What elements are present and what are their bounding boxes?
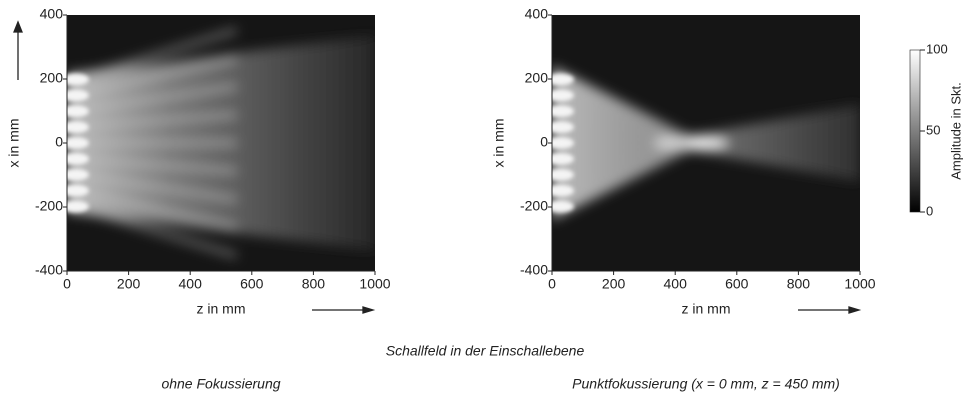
source-element: [67, 137, 89, 149]
ray: [67, 27, 238, 84]
field-glow: [552, 66, 860, 220]
y-tick-label: 0: [55, 134, 63, 150]
source-element: [67, 184, 89, 197]
ray: [67, 186, 237, 230]
y-axis-label: x in mm: [6, 119, 22, 168]
y-tick-label: 200: [40, 70, 64, 86]
colorbar-tick-label: 0: [926, 203, 933, 218]
source-element: [552, 105, 574, 118]
x-tick-label: 0: [63, 276, 71, 292]
x-tick-label: 800: [302, 276, 326, 292]
y-tick-label: 0: [540, 134, 548, 150]
subtitle: ohne Fokussierung: [161, 376, 280, 392]
x-tick-label: 1000: [359, 276, 390, 292]
x-axis-label: z in mm: [197, 301, 246, 317]
y-tick-label: 400: [525, 6, 549, 22]
y-tick-label: -200: [520, 198, 548, 214]
ray: [67, 56, 237, 100]
x-tick-label: 0: [548, 276, 556, 292]
source-element: [552, 73, 574, 86]
x-tick-label: 600: [725, 276, 749, 292]
y-tick-label: 400: [40, 6, 64, 22]
colorbar-label: Amplitude in Skt.: [948, 82, 963, 180]
y-tick-label: -400: [520, 262, 548, 278]
ray: [552, 105, 691, 145]
y-axis-label: x in mm: [491, 119, 507, 168]
x-tick-label: 1000: [844, 276, 875, 292]
ray: [552, 123, 691, 145]
x-tick-label: 200: [602, 276, 626, 292]
source: [552, 73, 574, 213]
ray: [67, 84, 237, 115]
source-element: [552, 200, 574, 213]
source-element: [552, 152, 574, 165]
x-tick-label: 800: [787, 276, 811, 292]
source-element: [552, 89, 574, 102]
ray: [552, 141, 691, 163]
x-tick-label: 400: [179, 276, 203, 292]
source-element: [67, 121, 89, 134]
x-tick-label: 600: [240, 276, 264, 292]
source-element: [552, 168, 574, 181]
ray: [67, 171, 237, 202]
source-element: [67, 89, 89, 102]
ray: [552, 69, 692, 145]
y-tick-label: -200: [35, 198, 63, 214]
source: [67, 73, 89, 213]
figure-caption: Schallfeld in der Einschallebene: [386, 343, 585, 359]
x-axis-label: z in mm: [682, 301, 731, 317]
colorbar: [909, 49, 921, 213]
ray: [67, 155, 237, 174]
y-tick-label: 200: [525, 70, 549, 86]
source-element: [552, 137, 574, 149]
ray: [552, 87, 692, 145]
x-tick-label: 400: [664, 276, 688, 292]
subtitle: Punktfokussierung (x = 0 mm, z = 450 mm): [572, 376, 840, 392]
y-tick-label: -400: [35, 262, 63, 278]
source-element: [552, 121, 574, 134]
field-image: [552, 15, 860, 271]
colorbar-tick-label: 100: [926, 41, 948, 56]
source-element: [67, 152, 89, 165]
ray: [67, 112, 237, 131]
colorbar-tick-label: 50: [926, 122, 940, 137]
source-element: [67, 73, 89, 86]
source-element: [67, 200, 89, 213]
source-element: [67, 168, 89, 181]
ray: [67, 202, 238, 259]
source-element: [67, 105, 89, 118]
ray: [552, 141, 692, 217]
field-glow: [67, 27, 375, 259]
arrows: [13, 20, 862, 314]
field-image: [67, 15, 375, 271]
ray: [552, 141, 691, 181]
source-element: [552, 184, 574, 197]
ray: [552, 141, 692, 199]
x-tick-label: 200: [117, 276, 141, 292]
